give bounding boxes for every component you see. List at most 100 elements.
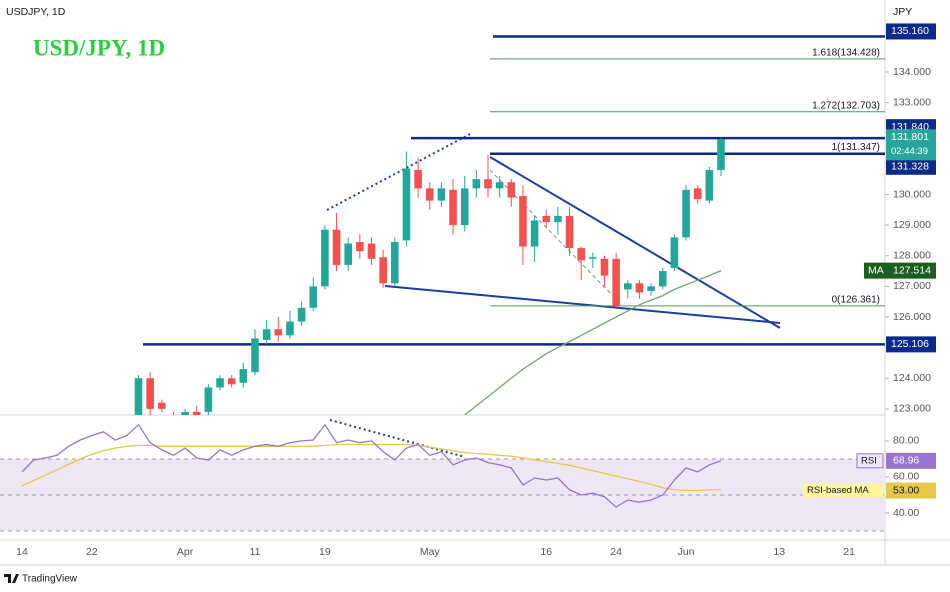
x-tick-label: Jun [678,546,695,558]
x-tick-label: 21 [843,546,855,558]
candle-body [437,188,446,201]
y-tick-label: 80.00 [893,435,919,447]
candle-body [495,182,504,189]
ma-badge [864,262,936,279]
candle-body [227,378,236,385]
candle-body [705,169,714,201]
candle-body [460,188,469,226]
candle-body [309,286,318,308]
candle-body [693,188,702,200]
candle-body [181,411,189,415]
rsi-value: 68.96 [893,455,919,467]
y-tick-label: 60.00 [893,471,919,483]
candle-body [425,188,434,201]
level-label: 131.328 [891,161,929,173]
y-tick-label: 126.000 [893,311,931,323]
candle-body [612,258,620,307]
footer: TradingView [22,574,78,585]
y-tick-label: 128.000 [893,250,931,262]
candle-body [274,329,283,336]
trendline [489,156,781,329]
candle-body [577,248,585,261]
rsi-value: 53.00 [893,484,919,496]
fib-label: 0(126.361) [832,295,880,306]
symbol: USDJPY, 1D [6,6,66,18]
candle-body [192,411,201,415]
candle-body [717,139,725,170]
rsi-name-badge [803,483,883,498]
candle-body [670,237,679,268]
candle-body [391,241,399,284]
axis: 14 22 Apr 11 19 May 16 24 Jun 13 21 123.000 124.000 1… [16,66,931,558]
currency: JPY [893,6,912,18]
candle-body [658,271,667,287]
rsi-trendline [329,419,466,458]
logo [4,574,19,583]
x-tick-label: 19 [319,546,331,558]
candle-body [635,283,644,293]
x-tick-label: 13 [773,546,785,558]
fib-label: 1.272(132.703) [812,100,880,111]
y-tick-label: 127.000 [893,280,931,292]
countdown: 02:44:39 [891,146,928,157]
fib-label: 1.618(134.428) [812,48,880,59]
y-tick-label: 129.000 [893,219,931,231]
candle-body [565,215,574,249]
candle-body [379,257,387,284]
rsi-value-badge [886,482,936,499]
y-tick-label: 134.000 [893,66,931,78]
candle-body [682,189,690,238]
candle-body [239,369,248,383]
candle-body [367,243,376,259]
candle-body [507,182,516,198]
candle-body [402,168,411,241]
x-tick-label: 16 [540,546,552,558]
ma-line [464,270,722,415]
level-badge [886,23,936,40]
candle-body [542,215,551,223]
candle-body [344,243,352,265]
candle-body [332,229,341,265]
fib-label: 1(131.347) [832,142,880,153]
rsi-name: RSI-based MA [807,485,869,496]
rsi-name-badge [856,453,884,469]
candle-body [600,258,609,276]
level-label: 135.160 [891,25,929,37]
candle-body [216,378,224,388]
rsi-name: RSI [861,455,877,466]
candle-body [251,338,259,373]
rsi-line [21,443,722,492]
level-badge [886,158,936,175]
logo-mark [4,574,19,583]
level-label: 125.106 [891,338,929,350]
ma-name: MA [868,264,884,276]
candle-body [530,220,539,247]
last-price: 131.801 [891,131,929,143]
y-tick-label: 123.000 [893,403,931,415]
x-tick-label: May [420,546,441,558]
candle-body [262,329,271,340]
y-tick-label: 133.000 [893,96,931,108]
candle-body [414,169,422,189]
rsi-panel [0,423,885,532]
candle-body [589,257,597,259]
trendlines [326,132,781,329]
candle-body [647,286,655,291]
candle-body [554,215,562,223]
x-tick-label: Apr [177,546,194,558]
candle-body [286,321,294,336]
x-tick-label: 22 [86,546,98,558]
price-panel [134,35,885,415]
candle-body [519,196,527,247]
y-tick-label: 124.000 [893,372,931,384]
candle-body [449,189,457,226]
x-tick-label: 24 [610,546,622,558]
candle-body [356,241,364,252]
last-price-badge [886,129,936,161]
candle-body [484,179,492,189]
ma-value: 127.514 [893,264,931,276]
candle-body [134,378,143,415]
candle-body [624,283,632,290]
rsi-value-badge [886,452,936,469]
